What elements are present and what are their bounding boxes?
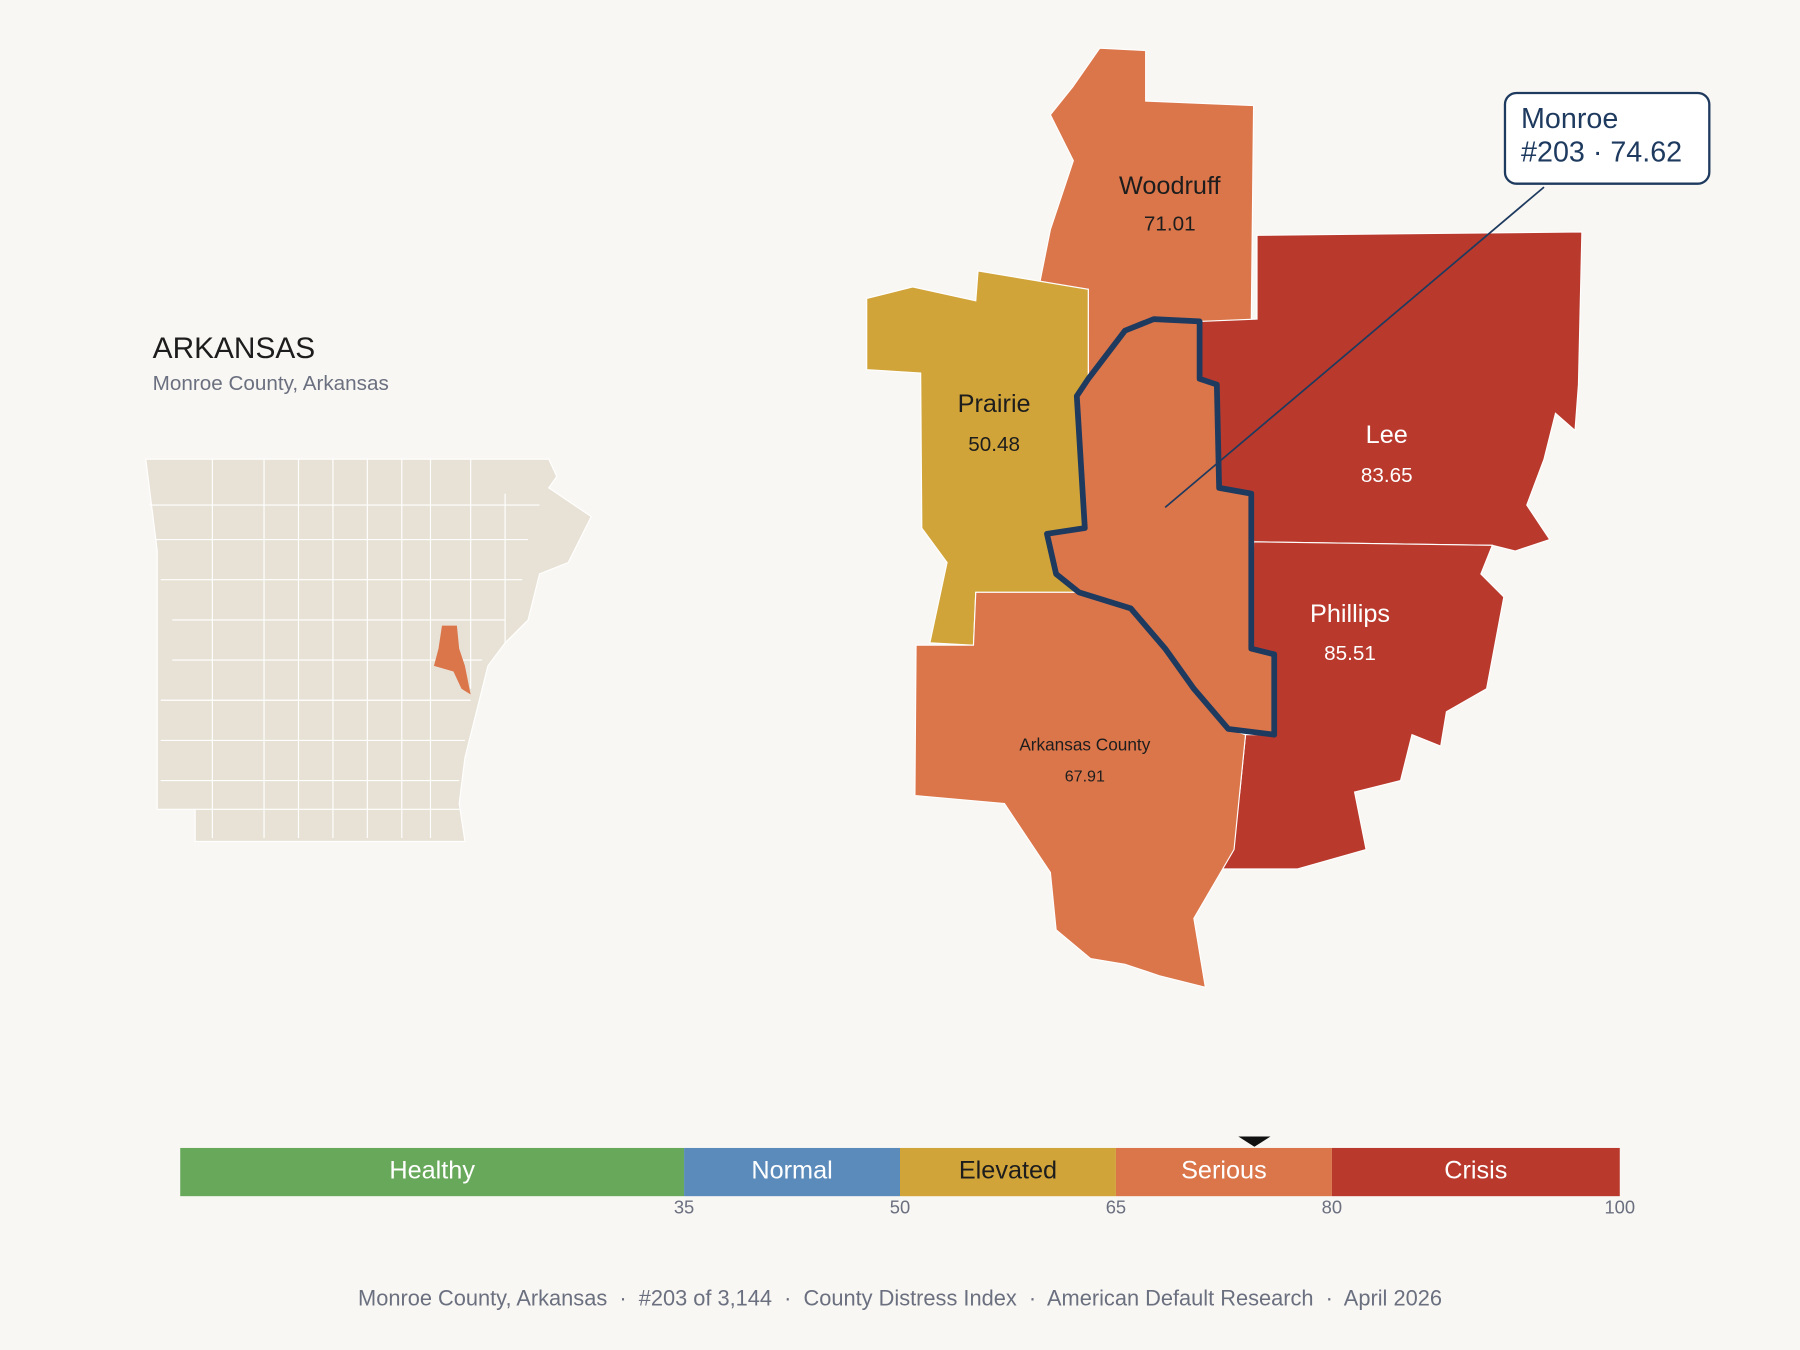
state-inset <box>145 458 592 843</box>
scale-segment <box>1331 1147 1620 1197</box>
county-score: 83.65 <box>1361 464 1413 487</box>
county-name: Phillips <box>1310 600 1390 628</box>
scale-segment-label: Normal <box>751 1157 832 1185</box>
county-score: 85.51 <box>1324 642 1376 665</box>
county-shape <box>1199 231 1583 552</box>
county-score: 67.91 <box>1065 767 1105 785</box>
county-name: Arkansas County <box>1019 735 1150 755</box>
scale-tick-label: 50 <box>890 1197 910 1218</box>
county-score: 71.01 <box>1144 212 1196 235</box>
scale-tick-label: 35 <box>674 1197 694 1218</box>
county-score: 50.48 <box>968 433 1020 456</box>
selected-county-inset <box>433 625 471 695</box>
callout-name: Monroe <box>1521 103 1618 135</box>
scale-segment-label: Serious <box>1181 1157 1267 1185</box>
callout-box <box>1503 91 1711 185</box>
county-name: Woodruff <box>1119 172 1222 200</box>
state-title: ARKANSAS <box>153 332 315 365</box>
selected-county <box>1044 316 1278 738</box>
state-shape <box>145 458 592 843</box>
callout-leader <box>1164 186 1545 509</box>
scale-segment-label: Healthy <box>389 1157 475 1185</box>
distress-scale: Healthy Normal Elevated Serious Crisis 35 50 65… <box>180 1136 1635 1218</box>
county-map: Woodruff 71.01 Prairie 50.48 Lee 83.65 Phillip… <box>866 47 1583 989</box>
footer: Monroe County, Arkansas · #203 of 3,144 … <box>358 1285 1442 1310</box>
scale-tick-label: 80 <box>1322 1197 1342 1218</box>
scale-tick-label: 65 <box>1106 1197 1126 1218</box>
scale-marker <box>1238 1136 1271 1147</box>
county-labels: Woodruff 71.01 Prairie 50.48 Lee 83.65 Phillip… <box>958 172 1413 786</box>
scale-segment <box>1115 1147 1332 1197</box>
state-subtitle: Monroe County, Arkansas <box>153 372 389 395</box>
scale-segment <box>180 1147 685 1197</box>
scale-segment <box>900 1147 1116 1197</box>
scale-segment-label: Elevated <box>959 1157 1057 1185</box>
county-name: Prairie <box>958 390 1031 418</box>
county-name: Lee <box>1366 421 1408 449</box>
county-lines <box>149 459 540 839</box>
scale-tick-label: 100 <box>1604 1197 1635 1218</box>
callout-detail: #203 · 74.62 <box>1521 136 1682 168</box>
scale-segment-label: Crisis <box>1444 1157 1507 1185</box>
scale-segment <box>684 1147 900 1197</box>
